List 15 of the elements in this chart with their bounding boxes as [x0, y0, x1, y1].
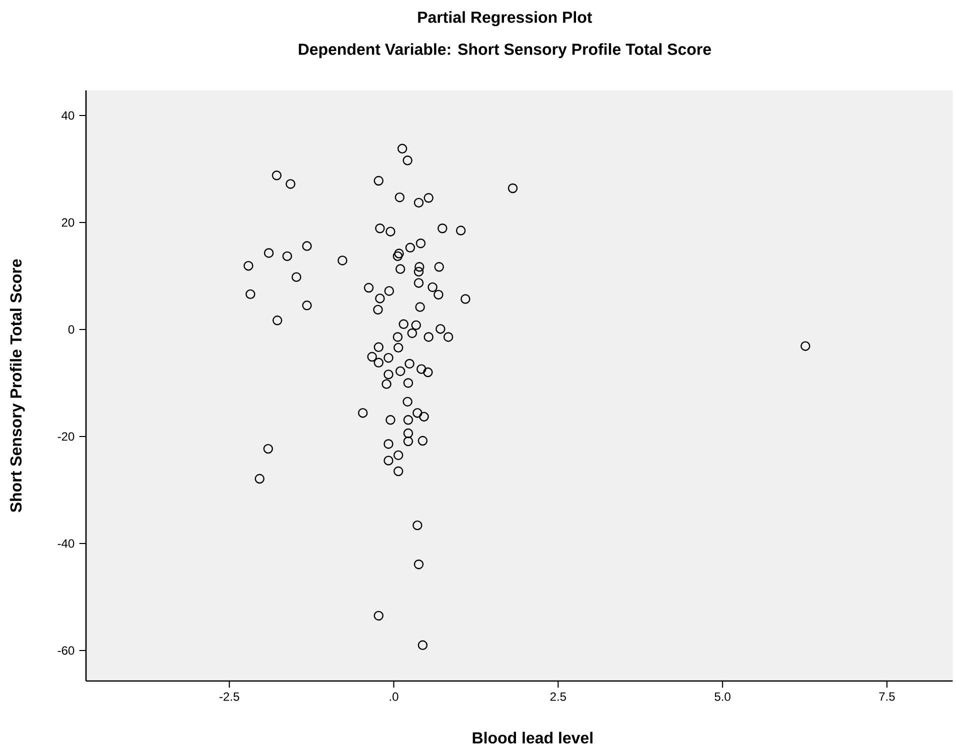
x-tick-label: 7.5: [879, 692, 895, 701]
x-tick-label: 5.0: [714, 692, 730, 701]
chart-subtitle: Dependent Variable: Short Sensory Profile Total Score: [298, 43, 711, 58]
y-tick-label: -60: [58, 646, 74, 655]
y-tick-label: 20: [62, 218, 74, 227]
x-axis-title: Blood lead level: [472, 732, 592, 744]
y-tick-label: 40: [62, 111, 74, 120]
y-tick-label: -40: [58, 539, 74, 548]
x-tick-label: -2.5: [220, 692, 240, 701]
x-tick-label: 2.5: [550, 692, 566, 701]
chart-title: Partial Regression Plot: [418, 11, 592, 26]
y-tick-label: 0: [68, 325, 74, 334]
x-tick-label: .0: [390, 692, 398, 701]
y-tick-label: -20: [58, 432, 74, 441]
y-axis-title: Short Sensory Profile Total Score: [10, 259, 25, 512]
